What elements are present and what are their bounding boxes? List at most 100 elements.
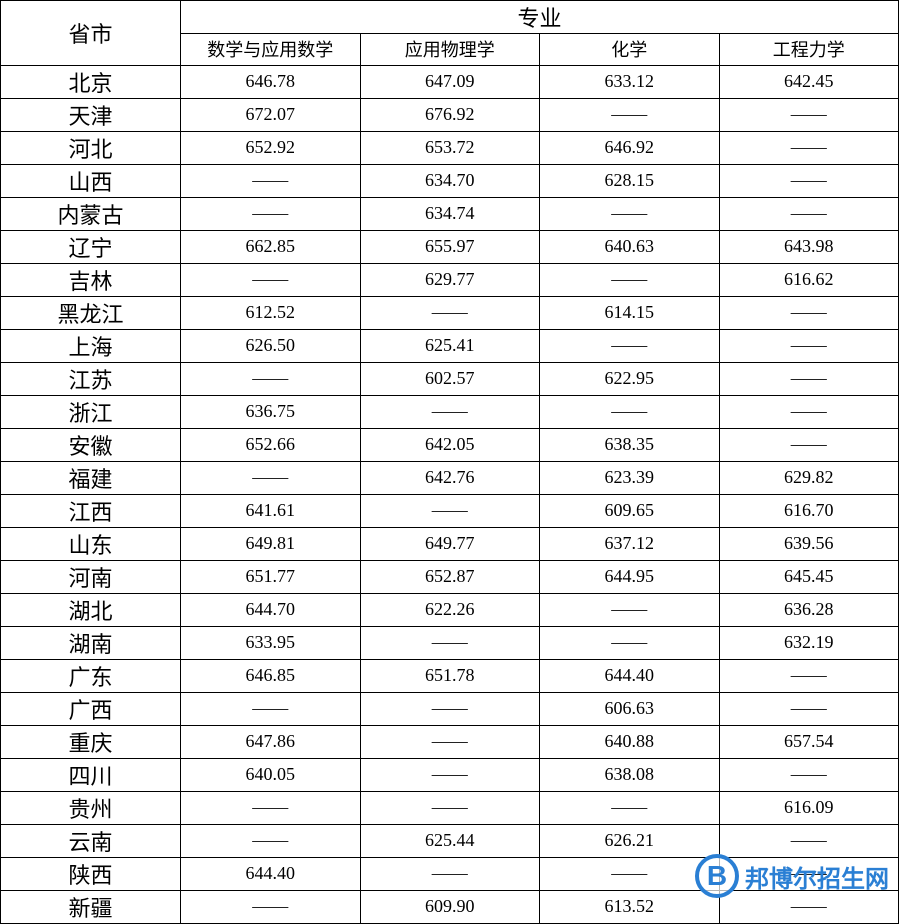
- data-cell: 647.09: [360, 65, 540, 98]
- watermark-logo-icon: B: [695, 854, 739, 898]
- data-cell: 657.54: [719, 725, 899, 758]
- data-cell: 636.75: [181, 395, 361, 428]
- data-cell: ——: [360, 857, 540, 890]
- header-major: 专业: [181, 1, 899, 34]
- province-cell: 云南: [1, 824, 181, 857]
- data-cell: 639.56: [719, 527, 899, 560]
- header-col-mechanics: 工程力学: [719, 34, 899, 66]
- province-cell: 新疆: [1, 890, 181, 923]
- data-cell: ——: [719, 824, 899, 857]
- province-cell: 浙江: [1, 395, 181, 428]
- table-row: 湖南633.95————632.19: [1, 626, 899, 659]
- data-cell: 614.15: [540, 296, 720, 329]
- data-cell: 651.78: [360, 659, 540, 692]
- table-row: 吉林——629.77——616.62: [1, 263, 899, 296]
- province-cell: 重庆: [1, 725, 181, 758]
- data-cell: 642.05: [360, 428, 540, 461]
- data-cell: ——: [540, 626, 720, 659]
- province-cell: 广西: [1, 692, 181, 725]
- data-cell: ——: [540, 791, 720, 824]
- table-row: 山东649.81649.77637.12639.56: [1, 527, 899, 560]
- data-cell: 643.98: [719, 230, 899, 263]
- table-row: 广西————606.63——: [1, 692, 899, 725]
- data-cell: 626.50: [181, 329, 361, 362]
- data-cell: ——: [719, 296, 899, 329]
- table-row: 浙江636.75——————: [1, 395, 899, 428]
- data-cell: ——: [360, 626, 540, 659]
- data-cell: 636.28: [719, 593, 899, 626]
- watermark-text: 邦博尔招生网: [745, 859, 889, 894]
- data-cell: 609.65: [540, 494, 720, 527]
- data-cell: 628.15: [540, 164, 720, 197]
- data-cell: 649.77: [360, 527, 540, 560]
- data-cell: ——: [719, 428, 899, 461]
- data-cell: 672.07: [181, 98, 361, 131]
- data-cell: 647.86: [181, 725, 361, 758]
- data-cell: ——: [719, 395, 899, 428]
- data-cell: ——: [360, 494, 540, 527]
- table-row: 四川640.05——638.08——: [1, 758, 899, 791]
- data-cell: ——: [360, 692, 540, 725]
- table-row: 北京646.78647.09633.12642.45: [1, 65, 899, 98]
- data-cell: ——: [181, 824, 361, 857]
- province-cell: 吉林: [1, 263, 181, 296]
- data-cell: 637.12: [540, 527, 720, 560]
- table-row: 贵州——————616.09: [1, 791, 899, 824]
- data-cell: 652.92: [181, 131, 361, 164]
- province-cell: 内蒙古: [1, 197, 181, 230]
- data-cell: 653.72: [360, 131, 540, 164]
- data-cell: ——: [360, 791, 540, 824]
- data-cell: 646.92: [540, 131, 720, 164]
- data-cell: ——: [181, 263, 361, 296]
- data-cell: 634.70: [360, 164, 540, 197]
- data-cell: 632.19: [719, 626, 899, 659]
- data-cell: 644.95: [540, 560, 720, 593]
- data-cell: ——: [719, 758, 899, 791]
- data-cell: 644.40: [181, 857, 361, 890]
- data-cell: ——: [719, 197, 899, 230]
- province-cell: 贵州: [1, 791, 181, 824]
- province-cell: 广东: [1, 659, 181, 692]
- data-cell: 626.21: [540, 824, 720, 857]
- data-cell: 642.76: [360, 461, 540, 494]
- data-cell: 645.45: [719, 560, 899, 593]
- province-cell: 天津: [1, 98, 181, 131]
- table-row: 山西——634.70628.15——: [1, 164, 899, 197]
- data-cell: 629.77: [360, 263, 540, 296]
- data-cell: 616.62: [719, 263, 899, 296]
- data-cell: ——: [719, 362, 899, 395]
- data-cell: 638.35: [540, 428, 720, 461]
- data-cell: ——: [181, 890, 361, 923]
- data-cell: 646.85: [181, 659, 361, 692]
- data-cell: ——: [181, 362, 361, 395]
- province-cell: 陕西: [1, 857, 181, 890]
- province-cell: 山东: [1, 527, 181, 560]
- province-cell: 辽宁: [1, 230, 181, 263]
- table-row: 江苏——602.57622.95——: [1, 362, 899, 395]
- province-cell: 江西: [1, 494, 181, 527]
- data-cell: ——: [719, 692, 899, 725]
- data-cell: ——: [540, 857, 720, 890]
- table-row: 重庆647.86——640.88657.54: [1, 725, 899, 758]
- data-cell: 644.70: [181, 593, 361, 626]
- data-cell: 644.40: [540, 659, 720, 692]
- table-row: 辽宁662.85655.97640.63643.98: [1, 230, 899, 263]
- table-row: 河南651.77652.87644.95645.45: [1, 560, 899, 593]
- province-cell: 安徽: [1, 428, 181, 461]
- data-cell: ——: [540, 329, 720, 362]
- data-cell: 638.08: [540, 758, 720, 791]
- province-cell: 江苏: [1, 362, 181, 395]
- data-cell: ——: [181, 692, 361, 725]
- data-cell: 606.63: [540, 692, 720, 725]
- data-cell: 612.52: [181, 296, 361, 329]
- data-cell: ——: [540, 263, 720, 296]
- data-cell: 629.82: [719, 461, 899, 494]
- data-cell: ——: [181, 791, 361, 824]
- table-row: 黑龙江612.52——614.15——: [1, 296, 899, 329]
- data-cell: ——: [540, 395, 720, 428]
- province-cell: 上海: [1, 329, 181, 362]
- data-cell: ——: [181, 197, 361, 230]
- province-cell: 福建: [1, 461, 181, 494]
- table-row: 内蒙古——634.74————: [1, 197, 899, 230]
- province-cell: 湖北: [1, 593, 181, 626]
